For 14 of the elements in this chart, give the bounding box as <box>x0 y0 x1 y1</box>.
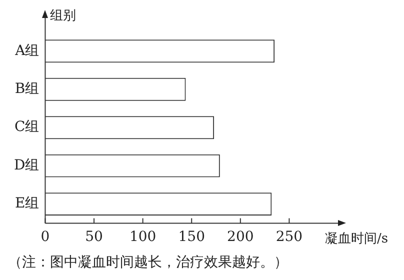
x-axis-title: 凝血时间/s <box>324 232 388 247</box>
x-tick-label: 250 <box>276 229 303 246</box>
x-tick-label: 150 <box>178 229 205 246</box>
y-tick-label: E组 <box>14 196 40 212</box>
x-tick-label: 200 <box>227 229 254 246</box>
x-tick-label: 100 <box>129 229 156 246</box>
y-axis-title: 组别 <box>50 8 76 24</box>
text: （注：图中凝血时间越长，治疗效果越好。） <box>8 254 288 271</box>
y-tick-label: D组 <box>14 157 40 174</box>
y-tick-label: C组 <box>14 119 40 136</box>
y-tick-label: A组 <box>14 42 40 59</box>
x-tick-label: 50 <box>85 229 103 246</box>
y-tick-label: B组 <box>14 81 40 97</box>
x-tick-label: 0 <box>40 229 50 246</box>
